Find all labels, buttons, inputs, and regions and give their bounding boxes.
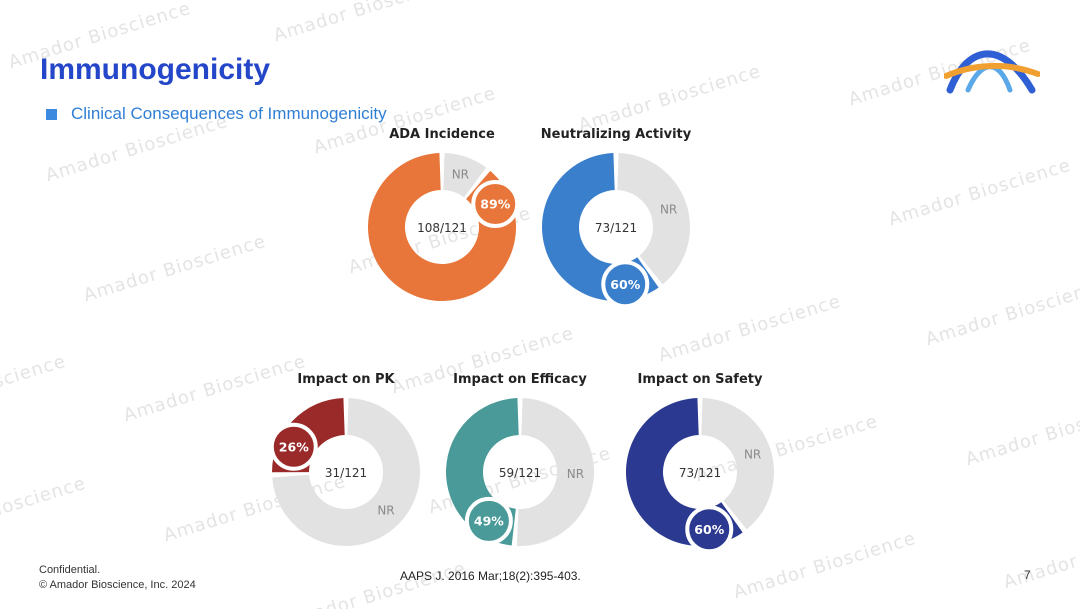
percent-badge: [601, 260, 650, 309]
chart-title-impact-pk: Impact on PK: [297, 372, 395, 387]
donut-nr-segment: [272, 398, 420, 546]
watermark: Amador Bioscience: [923, 274, 1080, 351]
nr-label: NR: [567, 467, 584, 481]
percent-label: 60%: [694, 522, 724, 537]
subtitle-text: Clinical Consequences of Immunogenicity: [71, 104, 387, 123]
percent-label: 60%: [610, 277, 640, 292]
donut-nr-segment: [701, 398, 774, 530]
donut-nr-segment: [516, 398, 595, 547]
percent-badge: [464, 496, 513, 545]
percent-badge: [269, 422, 318, 471]
donut-chart-impact-pk: NR 31/121 26%: [269, 398, 420, 546]
watermark: Amador Bioscience: [886, 154, 1074, 231]
subtitle: Clinical Consequences of Immunogenicity: [46, 104, 387, 124]
square-bullet-icon: [46, 108, 57, 120]
nr-label: NR: [377, 503, 394, 517]
center-fraction-label: 108/121: [417, 221, 467, 235]
donut-chart-neutralizing-activity: NR 73/121 60%: [542, 153, 690, 309]
nr-label: NR: [744, 447, 761, 461]
percent-badge: [685, 505, 734, 554]
donut-nr-segment: [617, 153, 690, 285]
watermark: Amador Bioscience: [0, 350, 69, 426]
center-fraction-label: 31/121: [325, 466, 367, 480]
percent-badge: [471, 180, 520, 229]
percent-label: 89%: [480, 197, 510, 212]
watermark: Amador Bioscience: [271, 0, 459, 47]
center-fraction-label: 73/121: [679, 466, 721, 480]
donut-nr-segment: [443, 153, 487, 198]
page-title: Immunogenicity: [40, 53, 271, 86]
center-fraction-label: 73/121: [595, 221, 637, 235]
watermark: Amador Bioscience: [0, 472, 89, 548]
watermark: Amador Bioscience: [576, 60, 764, 137]
chart-title-ada-incidence: ADA Incidence: [389, 127, 495, 142]
center-fraction-label: 59/121: [499, 466, 541, 480]
confidential-label: Confidential.: [39, 564, 101, 576]
watermark: Amador Bioscience: [963, 394, 1080, 471]
watermark: Amador Bioscience: [1001, 518, 1080, 594]
footer-left: Confidential. © Amador Bioscience, Inc. …: [39, 563, 196, 593]
watermark: Amador Bioscience: [81, 230, 269, 307]
page-number: 7: [1024, 568, 1031, 582]
percent-label: 49%: [474, 513, 504, 528]
chart-title-impact-safety: Impact on Safety: [637, 372, 763, 387]
chart-title-impact-efficacy: Impact on Efficacy: [453, 372, 587, 387]
donut-chart-impact-efficacy: NR 59/121 49%: [446, 398, 595, 547]
donut-chart-impact-safety: NR 73/121 60%: [626, 398, 774, 554]
nr-label: NR: [452, 168, 469, 182]
nr-label: NR: [660, 202, 677, 216]
amador-logo: [944, 50, 1040, 94]
percent-label: 26%: [279, 439, 309, 454]
chart-title-neutralizing-activity: Neutralizing Activity: [540, 127, 692, 142]
donut-chart-ada-incidence: NR 108/121 89%: [368, 153, 520, 301]
watermark: Amador Bioscience: [281, 557, 469, 609]
copyright-label: © Amador Bioscience, Inc. 2024: [39, 579, 196, 591]
reference-citation: AAPS J. 2016 Mar;18(2):395-403.: [400, 569, 581, 583]
